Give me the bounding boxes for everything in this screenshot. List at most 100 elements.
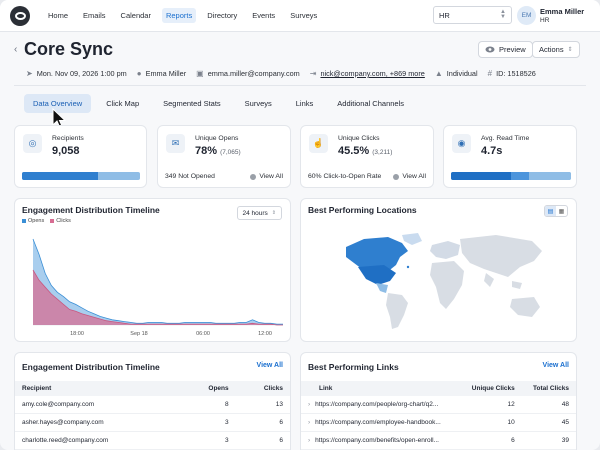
unique-clicks-cell: 6 bbox=[460, 431, 522, 450]
tab-data-overview[interactable]: Data Overview bbox=[24, 94, 92, 113]
series-line-clicks bbox=[32, 269, 283, 326]
links-table: Link Unique Clicks Total Clicks › https:/… bbox=[301, 381, 576, 450]
opens-percent: 78% bbox=[195, 145, 218, 157]
map-india bbox=[484, 273, 494, 287]
dot-icon bbox=[250, 173, 257, 180]
meta-recipients-link[interactable]: nick@company.com, +869 more bbox=[320, 69, 425, 78]
select-arrows-icon: ⇕ bbox=[271, 210, 276, 216]
table-row[interactable]: › https://company.com/people/org-chart/q2… bbox=[301, 396, 576, 414]
opens-view-all[interactable]: View All bbox=[250, 173, 283, 180]
link-cell: › https://company.com/people/org-chart/q2… bbox=[301, 396, 461, 414]
col-link[interactable]: Link bbox=[301, 381, 461, 396]
recipients-progress-fill bbox=[22, 172, 98, 180]
world-map bbox=[346, 233, 542, 329]
opens-cell: 3 bbox=[179, 413, 236, 432]
nav-emails[interactable]: Emails bbox=[83, 11, 106, 20]
not-opened-text: 349 Not Opened bbox=[165, 173, 215, 180]
map-view-icon[interactable]: ▤ bbox=[545, 206, 556, 216]
series-line-opens bbox=[32, 238, 283, 325]
clicks-count: (3,211) bbox=[372, 149, 393, 156]
table-row[interactable]: amy.cole@company.com 8 13 bbox=[15, 396, 290, 414]
recipients-view-all-link[interactable]: View All bbox=[256, 362, 283, 369]
individual-icon: ▲ bbox=[434, 69, 443, 78]
top-nav: Home Emails Calendar Reports Directory E… bbox=[0, 0, 600, 32]
legend-swatch-clicks bbox=[50, 218, 55, 223]
link-url: https://company.com/employee-handbook... bbox=[315, 419, 441, 426]
total-clicks-cell: 48 bbox=[521, 396, 576, 414]
recipient-cell: amy.cole@company.com bbox=[15, 396, 180, 414]
org-select[interactable]: HR ▲ ▼ bbox=[433, 6, 512, 24]
unique-clicks-cell: 10 bbox=[460, 413, 522, 432]
tab-click-map[interactable]: Click Map bbox=[106, 99, 140, 108]
nav-surveys[interactable]: Surveys bbox=[290, 11, 318, 20]
envelope-open-icon: ✉ bbox=[166, 134, 185, 153]
recipient-cell: charlotte.reed@company.com bbox=[15, 431, 180, 450]
chart-legend: Opens Clicks bbox=[22, 218, 71, 224]
col-clicks[interactable]: Clicks bbox=[235, 381, 290, 396]
tab-segmented-stats[interactable]: Segmented Stats bbox=[163, 99, 221, 108]
col-total-clicks[interactable]: Total Clicks bbox=[521, 381, 576, 396]
time-range-select[interactable]: 24 hours ⇕ bbox=[236, 206, 282, 220]
read-time-bar bbox=[451, 172, 571, 180]
send-icon: ➤ bbox=[26, 69, 33, 78]
link-url: https://company.com/benefits/open-enroll… bbox=[315, 437, 439, 444]
recipient-cell: asher.hayes@company.com bbox=[15, 413, 180, 432]
clicks-view-all[interactable]: View All bbox=[393, 173, 426, 180]
header-divider bbox=[14, 85, 586, 86]
series-area-clicks bbox=[33, 270, 283, 325]
unique-opens-card: ✉ Unique Opens 78% (7,065) 349 Not Opene… bbox=[157, 125, 291, 188]
unique-clicks-card: ☝ Unique Clicks 45.5% (3,211) 60% Click-… bbox=[300, 125, 434, 188]
nav-home[interactable]: Home bbox=[48, 11, 69, 20]
table-row[interactable]: asher.hayes@company.com 3 6 bbox=[15, 413, 290, 432]
x-tick-label: 18:00 bbox=[70, 331, 84, 337]
legend-clicks-label: Clicks bbox=[56, 218, 71, 224]
col-opens[interactable]: Opens bbox=[179, 381, 236, 396]
col-recipient[interactable]: Recipient bbox=[15, 381, 180, 396]
link-cell: › https://company.com/employee-handbook..… bbox=[301, 413, 461, 432]
link-url: https://company.com/people/org-chart/q2.… bbox=[315, 401, 439, 408]
read-time-segment-1 bbox=[451, 172, 511, 180]
nav-events[interactable]: Events bbox=[252, 11, 276, 20]
grid-view-icon[interactable]: ▦ bbox=[558, 208, 565, 215]
recipients-table: Recipient Opens Clicks amy.cole@company.… bbox=[15, 381, 290, 450]
meta-type: Individual bbox=[446, 69, 478, 78]
map-usa bbox=[358, 265, 396, 285]
map-central-america bbox=[376, 283, 388, 293]
read-time-value: 4.7s bbox=[481, 145, 503, 157]
nav-calendar[interactable]: Calendar bbox=[120, 11, 151, 20]
chevron-right-icon[interactable]: › bbox=[308, 419, 311, 426]
page-title: Core Sync bbox=[24, 39, 114, 59]
table-row[interactable]: › https://company.com/benefits/open-enrol… bbox=[301, 431, 576, 450]
tab-additional-channels[interactable]: Additional Channels bbox=[337, 99, 404, 108]
read-time-segment-2 bbox=[511, 172, 529, 180]
nav-reports[interactable]: Reports bbox=[161, 8, 197, 23]
preview-button[interactable]: Preview bbox=[478, 41, 533, 58]
avatar[interactable]: EM bbox=[517, 6, 536, 25]
opens-value: 78% (7,065) bbox=[195, 145, 241, 157]
col-unique-clicks[interactable]: Unique Clicks bbox=[460, 381, 522, 396]
actions-button[interactable]: Actions ⇕ bbox=[532, 41, 580, 58]
engagement-timeline-panel: Engagement Distribution Timeline Opens C… bbox=[14, 198, 291, 342]
x-tick-label: Sep 18 bbox=[130, 331, 147, 337]
tab-links[interactable]: Links bbox=[295, 99, 314, 108]
opens-label: Unique Opens bbox=[195, 135, 239, 142]
table-row[interactable]: charlotte.reed@company.com 3 6 bbox=[15, 431, 290, 450]
clicks-cell: 6 bbox=[235, 431, 290, 450]
chevron-right-icon[interactable]: › bbox=[308, 437, 311, 444]
recipients-table-panel: Engagement Distribution Timeline View Al… bbox=[14, 352, 291, 450]
chevron-right-icon[interactable]: › bbox=[308, 401, 311, 408]
clicks-label: Unique Clicks bbox=[338, 135, 380, 142]
tab-surveys[interactable]: Surveys bbox=[244, 99, 272, 108]
nav-directory[interactable]: Directory bbox=[207, 11, 238, 20]
app-logo-icon[interactable] bbox=[10, 5, 30, 26]
map-greenland bbox=[402, 233, 422, 245]
table-row[interactable]: › https://company.com/employee-handbook..… bbox=[301, 413, 576, 432]
back-chevron-icon[interactable]: ‹ bbox=[14, 44, 18, 55]
map-africa bbox=[430, 261, 464, 309]
time-range-value: 24 hours bbox=[242, 209, 268, 217]
subtabs: Data Overview Click Map Segmented Stats … bbox=[24, 94, 419, 113]
total-clicks-cell: 45 bbox=[521, 413, 576, 432]
recipients-label: Recipients bbox=[52, 135, 84, 142]
links-view-all-link[interactable]: View All bbox=[542, 362, 569, 369]
links-table-title: Best Performing Links bbox=[308, 362, 399, 372]
